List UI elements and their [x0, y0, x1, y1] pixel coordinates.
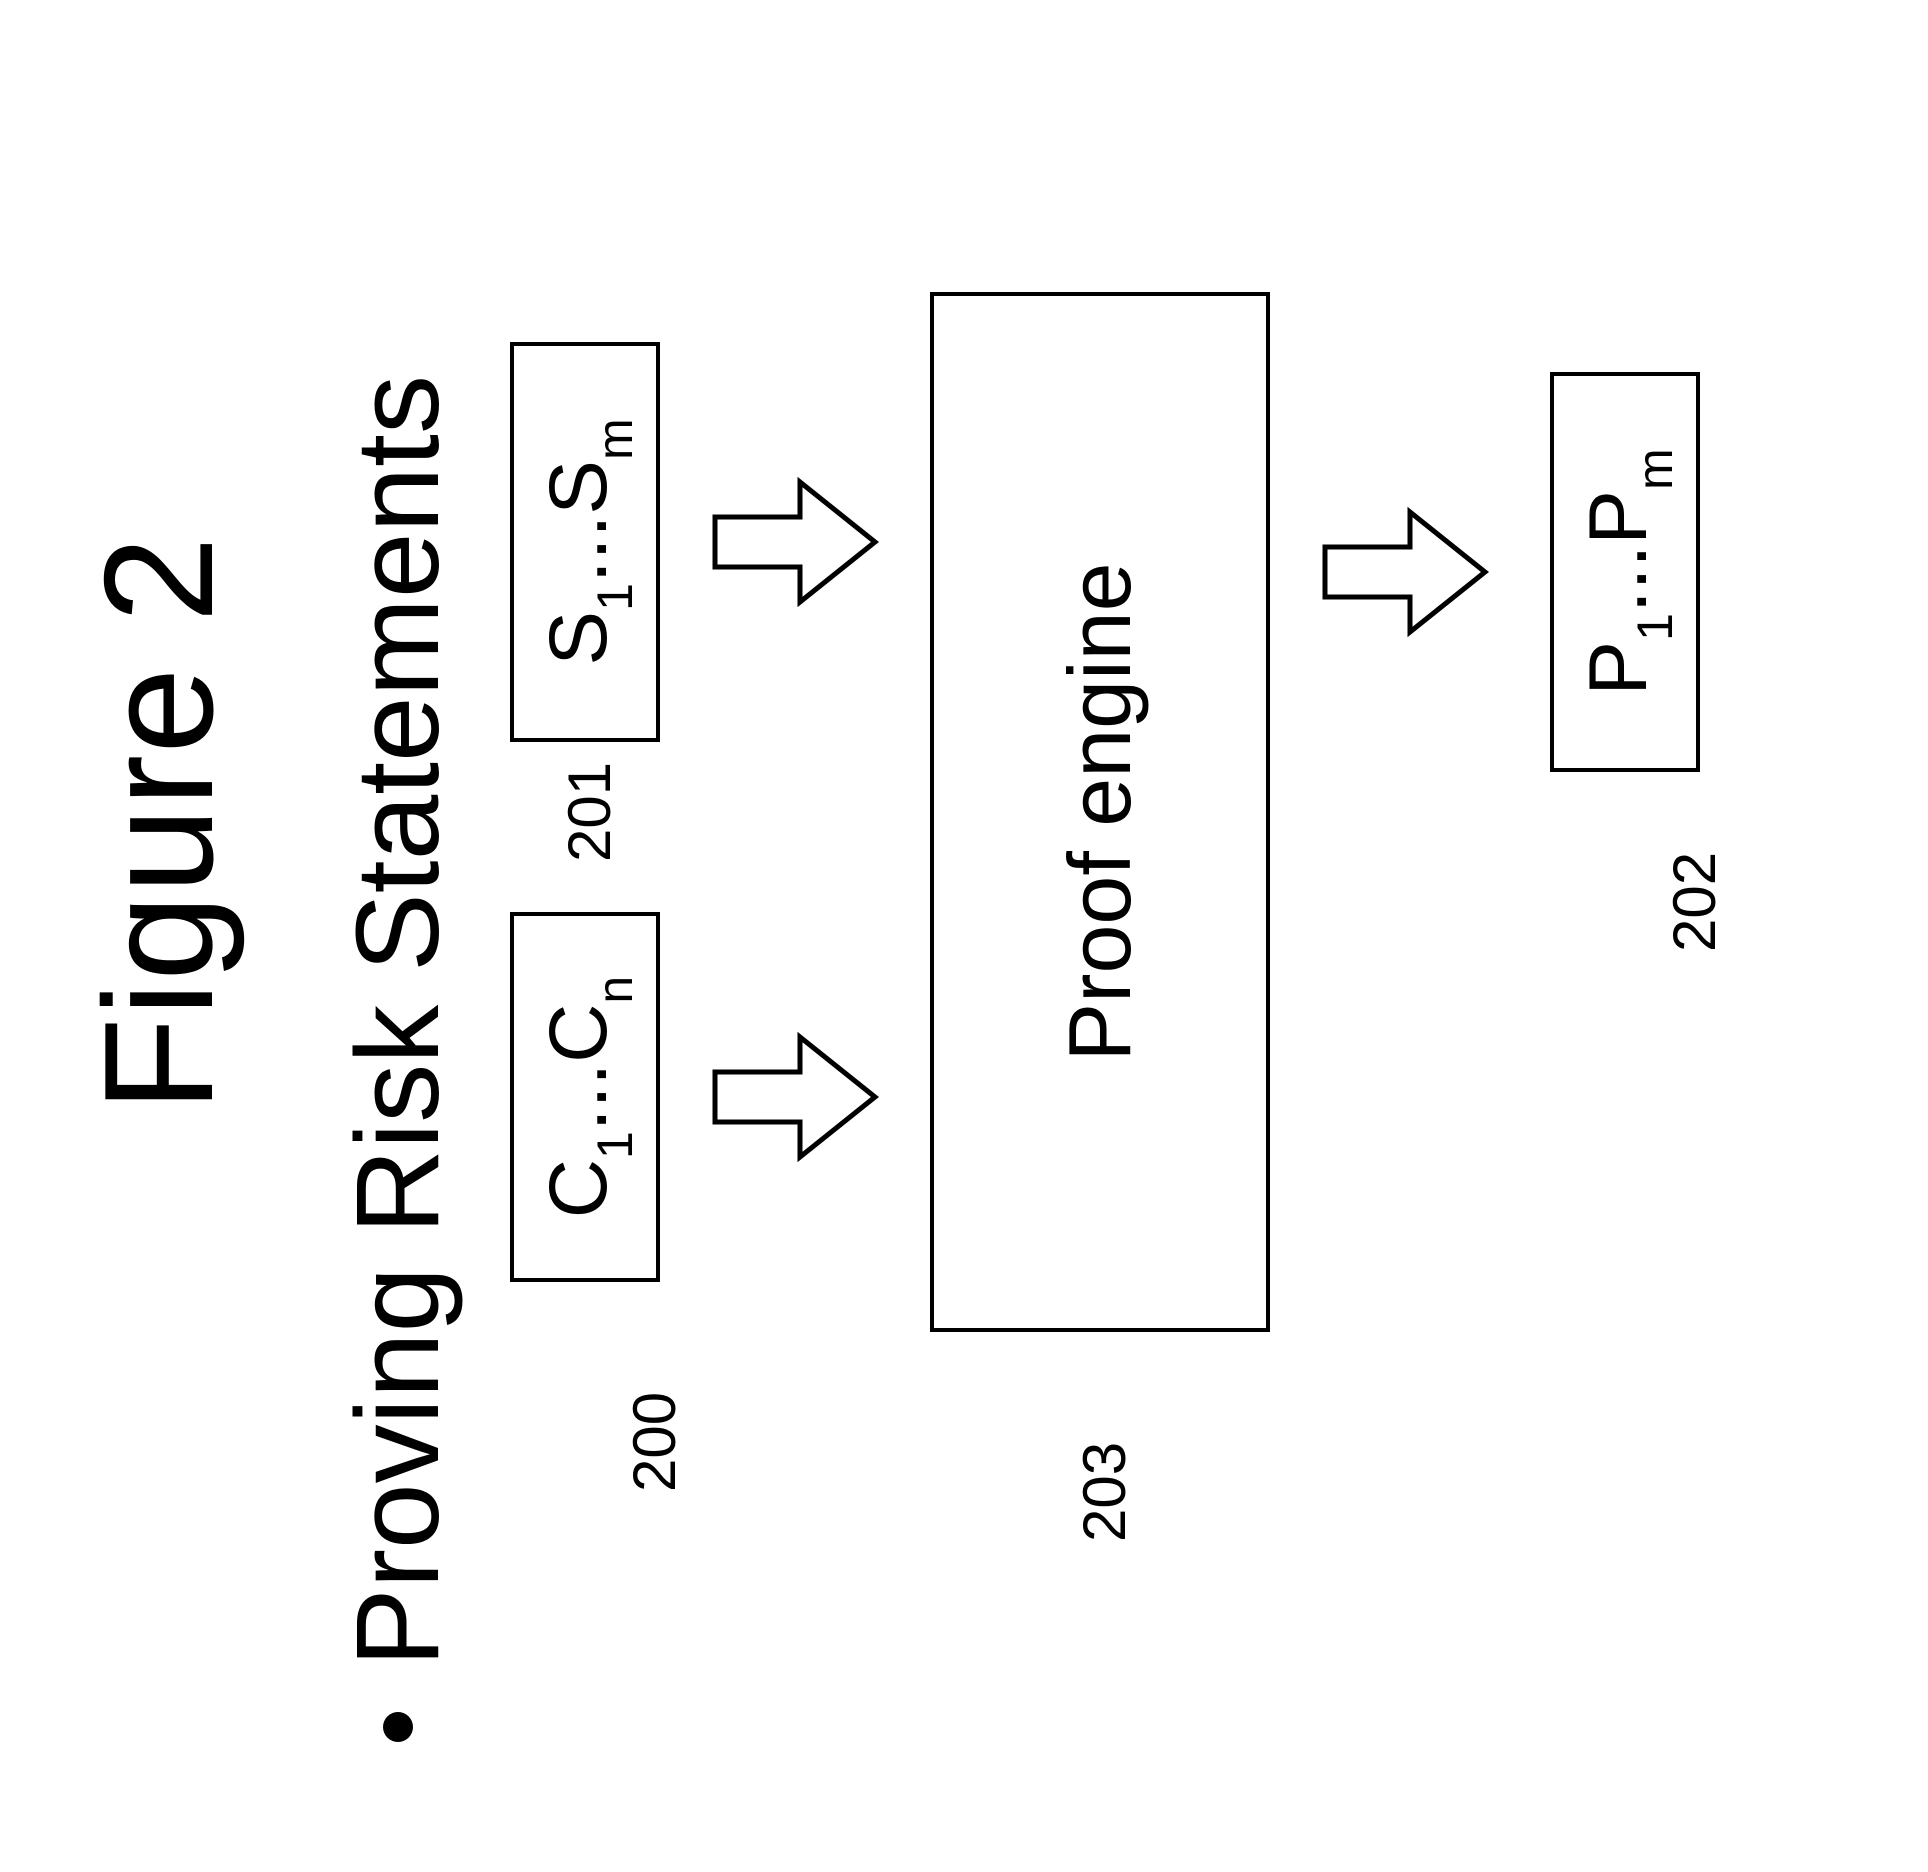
proofs-seq: P1...Pm — [1578, 448, 1671, 695]
arrow-constraints-to-engine — [710, 1032, 880, 1162]
bullet-text: Proving Risk Statements — [330, 375, 466, 1667]
var-s: S — [533, 611, 624, 666]
ref-constraints: 200 — [620, 1392, 689, 1492]
sub-s1: 1 — [587, 583, 643, 611]
statements-seq: S1...Sm — [538, 418, 631, 665]
proofs-box: P1...Pm — [1550, 372, 1700, 772]
var-p: P — [1573, 641, 1664, 696]
arrow-statements-to-engine — [710, 477, 880, 607]
sub-cn: n — [587, 976, 643, 1004]
bullet-row: Proving Risk Statements — [330, 375, 466, 1742]
constraints-seq: C1...Cn — [538, 976, 631, 1218]
sub-pm: m — [1627, 448, 1683, 490]
sub-c1: 1 — [587, 1131, 643, 1159]
page: Figure 2 Proving Risk Statements 200 201… — [0, 0, 1928, 1872]
sub-sm: m — [587, 418, 643, 460]
var-p2: P — [1573, 490, 1664, 545]
arrow-engine-to-proofs — [1320, 507, 1490, 637]
constraints-box: C1...Cn — [510, 912, 660, 1282]
proof-engine-label: Proof engine — [1049, 562, 1151, 1061]
sub-p1: 1 — [1627, 613, 1683, 641]
ref-engine: 203 — [1070, 1442, 1139, 1542]
proof-engine-box: Proof engine — [930, 292, 1270, 1332]
ref-proofs: 202 — [1660, 852, 1729, 952]
slide-content: Figure 2 Proving Risk Statements 200 201… — [0, 0, 1928, 1872]
statements-box: S1...Sm — [510, 342, 660, 742]
figure-title: Figure 2 — [70, 535, 248, 1112]
var-s2: S — [533, 460, 624, 515]
ref-statements: 201 — [555, 762, 624, 862]
bullet-dot-icon — [383, 1712, 413, 1742]
var-c2: C — [533, 1004, 624, 1063]
var-c: C — [533, 1159, 624, 1218]
